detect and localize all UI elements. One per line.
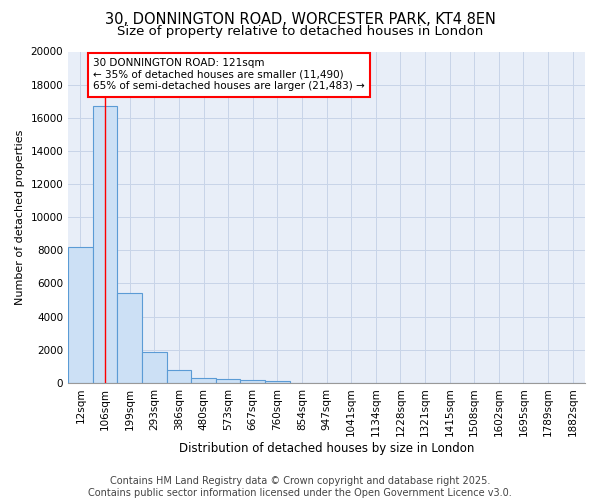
Y-axis label: Number of detached properties: Number of detached properties bbox=[15, 130, 25, 305]
Bar bbox=[118, 294, 142, 383]
Bar bbox=[142, 352, 167, 383]
Text: Contains HM Land Registry data © Crown copyright and database right 2025.
Contai: Contains HM Land Registry data © Crown c… bbox=[88, 476, 512, 498]
Text: Size of property relative to detached houses in London: Size of property relative to detached ho… bbox=[117, 25, 483, 38]
Bar bbox=[167, 370, 191, 383]
Bar bbox=[265, 381, 290, 383]
Bar bbox=[191, 378, 216, 383]
Text: 30 DONNINGTON ROAD: 121sqm
← 35% of detached houses are smaller (11,490)
65% of : 30 DONNINGTON ROAD: 121sqm ← 35% of deta… bbox=[93, 58, 365, 92]
Text: 30, DONNINGTON ROAD, WORCESTER PARK, KT4 8EN: 30, DONNINGTON ROAD, WORCESTER PARK, KT4… bbox=[104, 12, 496, 28]
Bar bbox=[93, 106, 118, 383]
Bar bbox=[241, 380, 265, 383]
Bar bbox=[216, 379, 241, 383]
Bar bbox=[68, 247, 93, 383]
X-axis label: Distribution of detached houses by size in London: Distribution of detached houses by size … bbox=[179, 442, 474, 455]
